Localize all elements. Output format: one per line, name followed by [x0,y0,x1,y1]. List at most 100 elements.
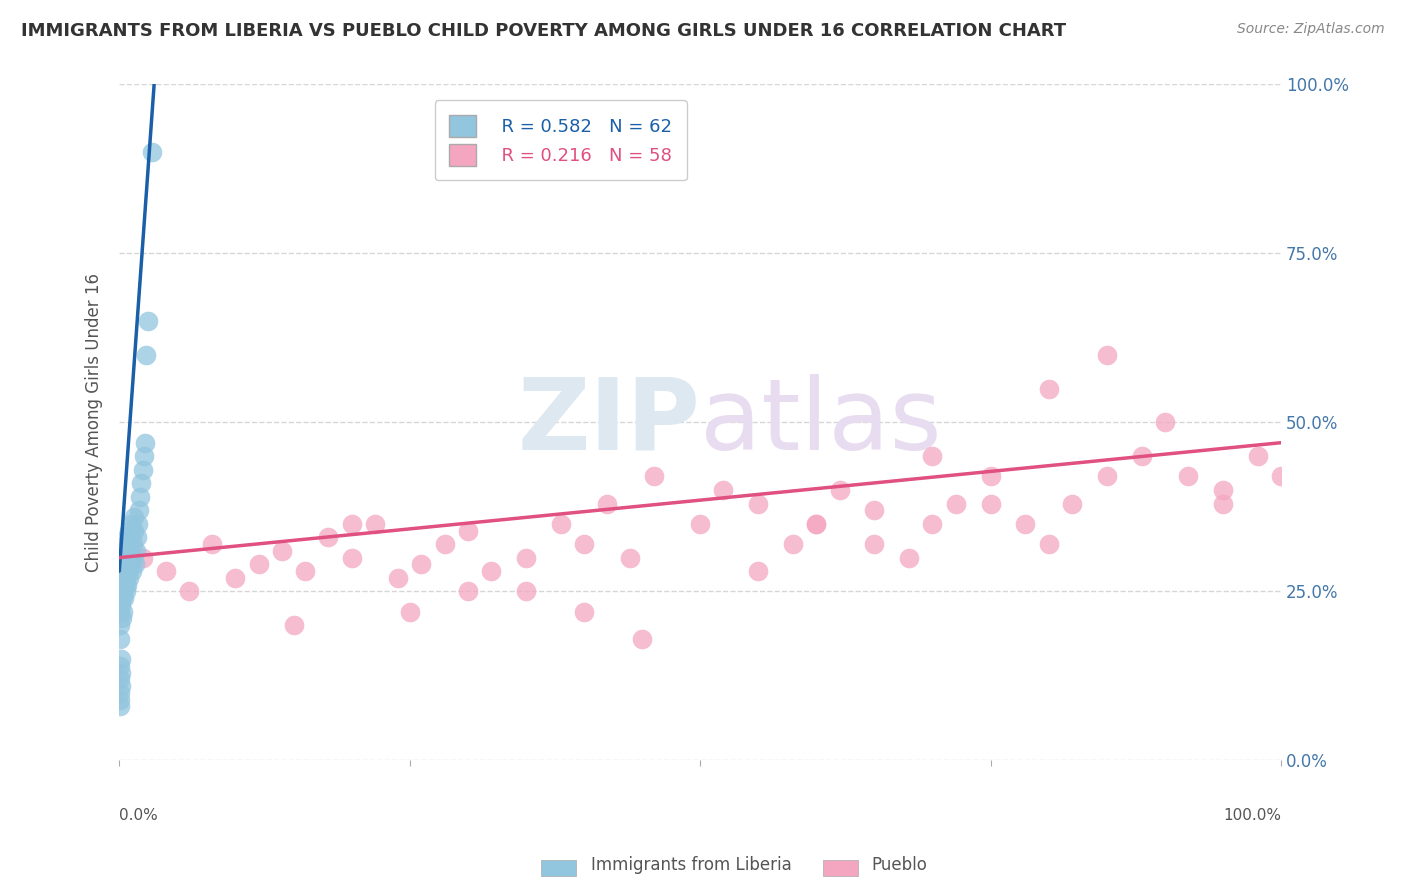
Point [806,516,828,531]
Point [124,510,146,524]
Point [115,571,138,585]
Point [111,550,134,565]
Point [114,564,136,578]
Point [1038,382,1060,396]
Point [747,564,769,578]
Point [898,550,921,565]
Point [132,449,155,463]
Point [515,550,537,565]
Point [1038,537,1060,551]
Point [387,571,409,585]
Point [115,584,138,599]
Point [110,632,132,646]
Point [111,577,134,591]
Point [1095,348,1118,362]
Point [980,469,1002,483]
Point [224,571,246,585]
Point [122,524,145,538]
Point [596,497,619,511]
Point [155,564,177,578]
Point [112,558,135,572]
Point [108,618,131,632]
Point [247,558,270,572]
Point [124,544,146,558]
Point [108,686,131,700]
Point [117,550,139,565]
Bar [541,860,576,876]
Point [120,544,142,558]
Point [117,577,139,591]
Y-axis label: Child Poverty Among Girls Under 16: Child Poverty Among Girls Under 16 [86,273,103,572]
Text: Immigrants from Liberia: Immigrants from Liberia [591,856,792,874]
Point [131,476,153,491]
Point [111,605,134,619]
Point [136,314,159,328]
Point [433,537,456,551]
Point [271,544,294,558]
Point [115,544,138,558]
Point [131,463,153,477]
Point [111,564,134,578]
Point [118,571,141,585]
Point [689,516,711,531]
Point [572,605,595,619]
Point [124,558,146,572]
Point [364,516,387,531]
Bar [823,860,858,876]
Point [828,483,851,497]
Point [112,584,135,599]
Point [117,524,139,538]
Point [711,483,734,497]
Text: atlas: atlas [700,374,942,471]
Point [782,537,804,551]
Point [112,544,135,558]
Point [1212,483,1234,497]
Point [1060,497,1083,511]
Point [115,558,138,572]
Point [1153,416,1175,430]
Point [108,605,131,619]
Point [806,516,828,531]
Point [747,497,769,511]
Text: ZIP: ZIP [517,374,700,471]
Point [340,516,363,531]
Point [108,699,131,714]
Point [294,564,316,578]
Point [398,605,420,619]
Text: 0.0%: 0.0% [120,808,157,822]
Point [110,652,132,666]
Point [1247,449,1270,463]
Point [550,516,572,531]
Point [120,530,142,544]
Text: IMMIGRANTS FROM LIBERIA VS PUEBLO CHILD POVERTY AMONG GIRLS UNDER 16 CORRELATION: IMMIGRANTS FROM LIBERIA VS PUEBLO CHILD … [21,22,1066,40]
Point [114,591,136,606]
Point [131,550,153,565]
Point [121,516,143,531]
Point [134,435,156,450]
Point [457,584,479,599]
Point [129,490,152,504]
Point [863,503,886,517]
Point [135,348,157,362]
Point [122,537,145,551]
Point [619,550,641,565]
Point [108,658,131,673]
Point [945,497,967,511]
Point [1270,469,1292,483]
Point [631,632,654,646]
Point [127,516,149,531]
Point [411,558,433,572]
Point [111,591,134,606]
Point [863,537,886,551]
Point [110,611,132,625]
Text: Source: ZipAtlas.com: Source: ZipAtlas.com [1237,22,1385,37]
Point [921,449,943,463]
Point [110,571,132,585]
Point [128,503,150,517]
Point [1095,469,1118,483]
Point [318,530,340,544]
Point [643,469,665,483]
Point [340,550,363,565]
Point [921,516,943,531]
Legend:   R = 0.582   N = 62,   R = 0.216   N = 58: R = 0.582 N = 62, R = 0.216 N = 58 [434,100,688,180]
